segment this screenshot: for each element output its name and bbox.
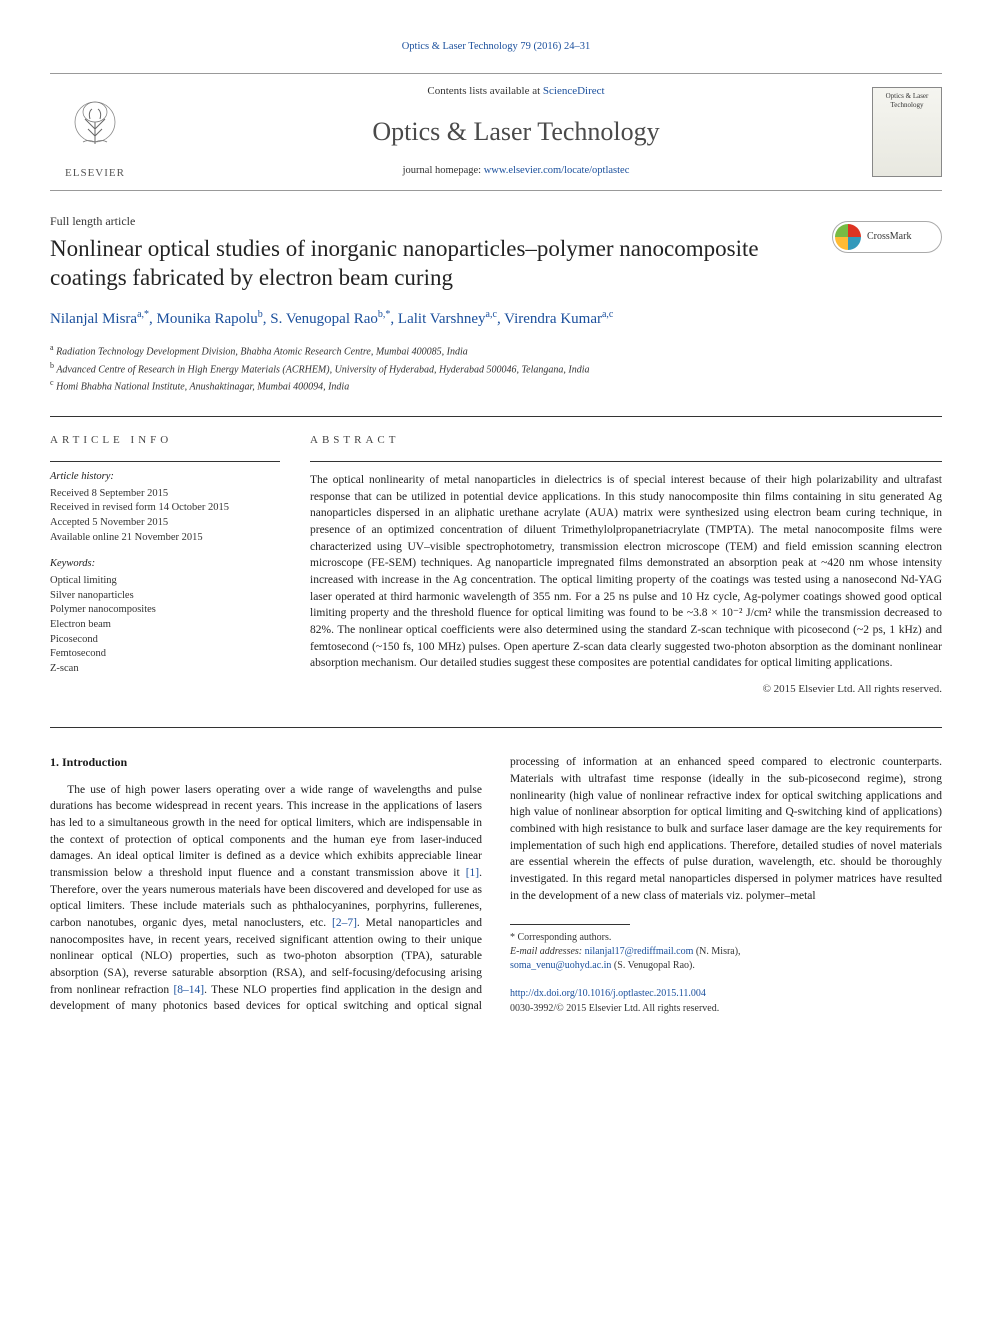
elsevier-logo[interactable]: ELSEVIER	[50, 82, 140, 182]
author[interactable]: Virendra Kumar	[504, 311, 602, 327]
crossmark-badge[interactable]: CrossMark	[832, 221, 942, 253]
email-addresses: E-mail addresses: nilanjal17@rediffmail.…	[510, 945, 942, 973]
article-info-column: ARTICLE INFO Article history: Received 8…	[50, 433, 280, 697]
banner-center: Contents lists available at ScienceDirec…	[160, 84, 872, 178]
affiliation: c Homi Bhabha National Institute, Anusha…	[50, 377, 942, 394]
journal-homepage: journal homepage: www.elsevier.com/locat…	[160, 164, 872, 179]
issn-copyright: 0030-3992/© 2015 Elsevier Ltd. All right…	[510, 1002, 942, 1017]
affiliation-text: Homi Bhabha National Institute, Anushakt…	[56, 381, 349, 392]
email-name: (N. Misra),	[693, 946, 740, 957]
author-affil-sup[interactable]: a,c	[602, 309, 613, 320]
info-abstract-row: ARTICLE INFO Article history: Received 8…	[50, 416, 942, 697]
email-label: E-mail addresses:	[510, 946, 585, 957]
abstract-column: ABSTRACT The optical nonlinearity of met…	[310, 433, 942, 697]
article-info-heading: ARTICLE INFO	[50, 433, 280, 448]
cover-title: Optics & Laser Technology	[877, 92, 937, 112]
email-link[interactable]: nilanjal17@rediffmail.com	[585, 946, 694, 957]
article-type: Full length article	[50, 213, 942, 230]
author[interactable]: Nilanjal Misra	[50, 311, 137, 327]
history-accepted: Accepted 5 November 2015	[50, 516, 280, 531]
abstract-heading: ABSTRACT	[310, 433, 942, 448]
email-name: (S. Venugopal Rao).	[611, 960, 694, 971]
section-heading: 1. Introduction	[50, 754, 482, 771]
author[interactable]: Lalit Varshney	[398, 311, 486, 327]
author-affil-sup[interactable]: b	[258, 309, 263, 320]
elsevier-label: ELSEVIER	[65, 166, 125, 181]
affiliation-text: Advanced Centre of Research in High Ener…	[56, 364, 589, 375]
reference-link[interactable]: [2–7]	[332, 917, 357, 929]
abstract-copyright: © 2015 Elsevier Ltd. All rights reserved…	[310, 682, 942, 697]
abstract-text: The optical nonlinearity of metal nanopa…	[310, 472, 942, 672]
corresponding-authors-note: * Corresponding authors.	[510, 931, 942, 945]
keyword: Picosecond	[50, 633, 280, 648]
authors-list: Nilanjal Misraa,*, Mounika Rapolub, S. V…	[50, 307, 830, 331]
affiliation-text: Radiation Technology Development Divisio…	[56, 347, 468, 358]
body-columns: 1. Introduction The use of high power la…	[50, 754, 942, 1016]
keyword: Polymer nanocomposites	[50, 603, 280, 618]
author-affil-sup[interactable]: a,*	[137, 309, 149, 320]
journal-banner: ELSEVIER Contents lists available at Sci…	[50, 73, 942, 191]
rule	[310, 461, 942, 462]
elsevier-tree-icon	[60, 94, 130, 164]
journal-cover-thumbnail[interactable]: Optics & Laser Technology	[872, 87, 942, 177]
homepage-link[interactable]: www.elsevier.com/locate/optlastec	[484, 165, 630, 176]
contents-prefix: Contents lists available at	[427, 85, 542, 97]
footnote-rule	[510, 924, 630, 925]
affiliation: b Advanced Centre of Research in High En…	[50, 360, 942, 377]
header-citation[interactable]: Optics & Laser Technology 79 (2016) 24–3…	[50, 40, 942, 55]
sciencedirect-link[interactable]: ScienceDirect	[543, 85, 605, 97]
doi-link[interactable]: http://dx.doi.org/10.1016/j.optlastec.20…	[510, 987, 942, 1002]
author[interactable]: S. Venugopal Rao	[270, 311, 378, 327]
reference-link[interactable]: [8–14]	[173, 984, 204, 996]
affiliations: a Radiation Technology Development Divis…	[50, 342, 942, 394]
history-online: Available online 21 November 2015	[50, 531, 280, 546]
keyword: Optical limiting	[50, 574, 280, 589]
affiliation: a Radiation Technology Development Divis…	[50, 342, 942, 359]
contents-list-line: Contents lists available at ScienceDirec…	[160, 84, 872, 99]
crossmark-icon	[835, 224, 861, 250]
rule	[50, 461, 280, 462]
history-received: Received 8 September 2015	[50, 487, 280, 502]
reference-link[interactable]: [1]	[466, 867, 479, 879]
crossmark-label: CrossMark	[867, 230, 911, 244]
body-paragraph: The use of high power lasers operating o…	[50, 754, 942, 1016]
keyword: Electron beam	[50, 618, 280, 633]
section-divider	[50, 727, 942, 728]
homepage-prefix: journal homepage:	[403, 165, 484, 176]
keyword: Z-scan	[50, 662, 280, 677]
keyword: Femtosecond	[50, 647, 280, 662]
author-affil-sup[interactable]: a,c	[486, 309, 497, 320]
author[interactable]: Mounika Rapolu	[157, 311, 258, 327]
keywords-label: Keywords:	[50, 557, 280, 572]
email-link[interactable]: soma_venu@uohyd.ac.in	[510, 960, 611, 971]
section-number: 1.	[50, 755, 59, 769]
body-text: The use of high power lasers operating o…	[50, 784, 482, 879]
section-title: Introduction	[62, 755, 127, 769]
history-label: Article history:	[50, 470, 280, 485]
history-revised: Received in revised form 14 October 2015	[50, 501, 280, 516]
article-title: Nonlinear optical studies of inorganic n…	[50, 235, 790, 293]
journal-title: Optics & Laser Technology	[160, 114, 872, 150]
author-affil-sup[interactable]: b,*	[378, 309, 391, 320]
keyword: Silver nanoparticles	[50, 589, 280, 604]
